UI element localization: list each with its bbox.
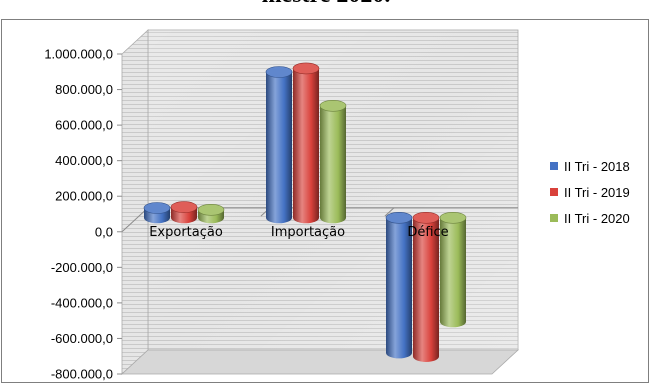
legend-label: II Tri - 2019 [564,185,630,200]
y-tick-label: 800.000,0 [55,82,113,97]
y-tick-label: -400.000,0 [51,295,113,310]
y-tick-label: -200.000,0 [51,260,113,275]
legend-swatch [550,188,558,196]
y-tick-label: 400.000,0 [55,153,113,168]
legend-label: II Tri - 2018 [564,159,630,174]
legend-swatch [550,162,558,170]
x-category-label: Défice [407,225,448,240]
x-category-label: Exportação [149,225,223,240]
y-tick-label: -600.000,0 [51,331,113,346]
bar-0-1 [170,201,198,224]
bar-1-0 [265,66,293,224]
legend: II Tri - 2018 II Tri - 2019 II Tri - 2020 [550,159,630,226]
side-wall [121,29,149,375]
legend-label: II Tri - 2020 [564,211,630,226]
y-tick-label: -800.000,0 [51,367,113,382]
y-tick-label: 1.000.000,0 [44,47,113,62]
bar-2-2 [439,211,467,328]
bar-2-1 [412,211,440,362]
y-tick-label: 200.000,0 [55,189,113,204]
chart-frame [1,19,649,383]
chart-title: mestre 2020. [0,0,652,9]
bar-1-1 [292,62,320,224]
bar-0-0 [143,202,171,224]
bar-2-0 [385,211,413,359]
bar-0-2 [197,203,225,224]
floor [120,349,520,375]
y-tick-label: 0,0 [95,224,113,239]
y-tick-label: 600.000,0 [55,118,113,133]
x-axis-categories: Exportação Importação Défice [149,225,448,240]
legend-swatch [550,214,558,222]
y-axis-ticks: 1.000.000,0 800.000,0 600.000,0 400.000,0 20… [44,47,122,382]
bar-1-2 [319,99,347,224]
x-category-label: Importação [271,225,345,240]
bars [143,62,467,362]
category-divider [384,207,395,217]
